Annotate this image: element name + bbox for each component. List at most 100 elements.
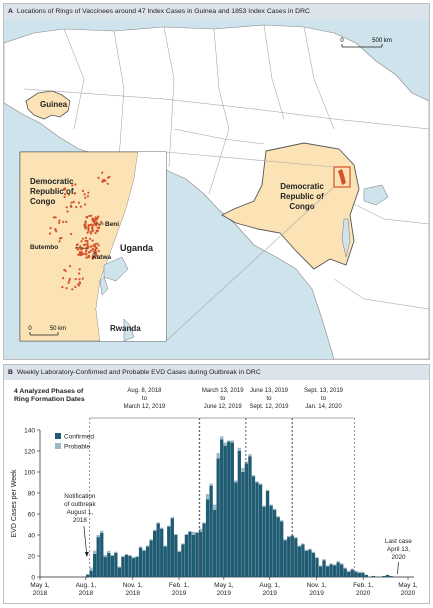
case-point xyxy=(65,220,68,223)
phase-label-line2: to xyxy=(266,396,272,402)
bar-confirmed xyxy=(223,445,227,577)
legend-title-line2: Ring Formation Dates xyxy=(14,396,85,403)
bar-confirmed xyxy=(117,567,122,577)
x-tick-label-line1: May 1, xyxy=(30,582,50,589)
last-case-annotation-arrow xyxy=(397,561,399,575)
panel-a-title: Locations of Rings of Vaccinees around 4… xyxy=(16,8,310,15)
bar-probable xyxy=(96,535,100,538)
y-tick-label: 140 xyxy=(24,427,35,434)
bar-probable xyxy=(135,556,139,558)
bar-confirmed xyxy=(347,571,351,577)
y-tick-label: 80 xyxy=(28,490,36,497)
case-point xyxy=(84,196,87,199)
bar-probable xyxy=(336,561,340,563)
inset-scale-zero: 0 xyxy=(28,326,32,332)
case-point xyxy=(65,287,68,290)
bar-confirmed xyxy=(131,558,136,577)
case-point xyxy=(96,242,99,245)
case-point xyxy=(101,180,104,183)
case-point xyxy=(93,223,96,226)
case-point xyxy=(93,245,97,248)
panel-b-header: B Weekly Laboratory-Confirmed and Probab… xyxy=(4,365,429,380)
case-point xyxy=(67,193,70,196)
weekly-cases-chart: 4 Analyzed Phases of Ring Formation Date… xyxy=(11,388,418,597)
bar-confirmed xyxy=(357,572,361,577)
panel-b-title: Weekly Laboratory-Confirmed and Probable… xyxy=(16,369,261,376)
bar-confirmed xyxy=(301,544,305,577)
bar-confirmed xyxy=(124,554,129,577)
case-point xyxy=(88,214,91,218)
bar-confirmed xyxy=(325,566,330,577)
legend-label-probable: Probable xyxy=(64,444,90,451)
bar-confirmed xyxy=(364,574,369,577)
y-tick-label: 20 xyxy=(28,553,36,560)
bar-confirmed xyxy=(329,564,333,577)
bar-confirmed xyxy=(294,538,298,577)
drc-label-line3: Congo xyxy=(289,202,314,211)
bar-probable xyxy=(170,517,174,519)
bar-probable xyxy=(131,557,136,559)
bar-confirmed xyxy=(371,575,376,577)
bar-confirmed xyxy=(244,463,249,577)
main-scale-bar: 0 500 km xyxy=(340,38,392,48)
bar-confirmed xyxy=(107,552,111,577)
bar-probable xyxy=(89,567,93,571)
bar-probable xyxy=(145,545,150,547)
case-point xyxy=(81,277,84,280)
y-tick-label: 120 xyxy=(24,448,35,455)
case-point xyxy=(78,278,81,281)
case-point xyxy=(54,216,57,219)
bar-probable xyxy=(110,554,114,556)
bar-probable xyxy=(258,483,263,485)
case-point xyxy=(58,240,61,243)
bar-probable xyxy=(361,571,365,573)
bar-confirmed xyxy=(297,546,301,577)
bar-probable xyxy=(128,554,132,556)
bar-probable xyxy=(350,568,354,570)
bar-confirmed xyxy=(93,553,97,577)
bar-probable xyxy=(325,565,330,567)
bar-probable xyxy=(304,549,309,551)
notification-annotation-line2: of outbreak xyxy=(64,501,96,508)
case-point xyxy=(97,249,100,253)
bar-confirmed xyxy=(308,549,312,577)
x-tick-label-line1: Aug. 1, xyxy=(259,582,280,589)
bar-confirmed xyxy=(181,544,185,577)
bar-confirmed xyxy=(110,556,114,577)
bar-probable xyxy=(262,505,266,507)
bar-probable xyxy=(149,539,153,541)
case-point xyxy=(64,269,67,272)
case-point xyxy=(48,232,52,235)
y-tick-label: 60 xyxy=(28,511,36,518)
bar-confirmed xyxy=(138,547,143,577)
bar-confirmed xyxy=(234,482,238,577)
case-point xyxy=(94,232,97,235)
x-tick-label-line2: 2020 xyxy=(401,590,416,597)
case-point xyxy=(96,226,99,229)
bar-confirmed xyxy=(272,509,277,577)
case-point xyxy=(79,245,82,248)
bar-confirmed xyxy=(142,550,146,577)
bar-probable xyxy=(322,559,326,561)
uganda-label: Uganda xyxy=(120,243,154,253)
phase-label-line1: June 13, 2019 xyxy=(250,388,289,394)
case-point xyxy=(87,254,90,258)
bar-probable xyxy=(343,567,347,569)
case-point xyxy=(81,237,85,240)
inset-drc-label-line2: Republic of xyxy=(30,187,74,196)
bar-confirmed xyxy=(174,535,178,577)
bar-probable xyxy=(251,475,256,477)
drc-label-line2: Republic of xyxy=(280,192,324,201)
panel-a-map: A Locations of Rings of Vaccinees around… xyxy=(3,3,430,360)
bar-probable xyxy=(244,461,249,464)
case-point xyxy=(89,237,92,240)
case-point xyxy=(87,229,90,232)
bar-probable xyxy=(230,440,234,443)
case-point xyxy=(86,246,90,249)
bar-confirmed xyxy=(209,485,213,577)
bar-confirmed xyxy=(280,521,284,577)
phase-label-line3: Sept. 12, 2019 xyxy=(249,404,289,410)
case-point xyxy=(62,277,65,280)
bar-confirmed xyxy=(198,531,203,577)
country-borders xyxy=(23,24,429,310)
